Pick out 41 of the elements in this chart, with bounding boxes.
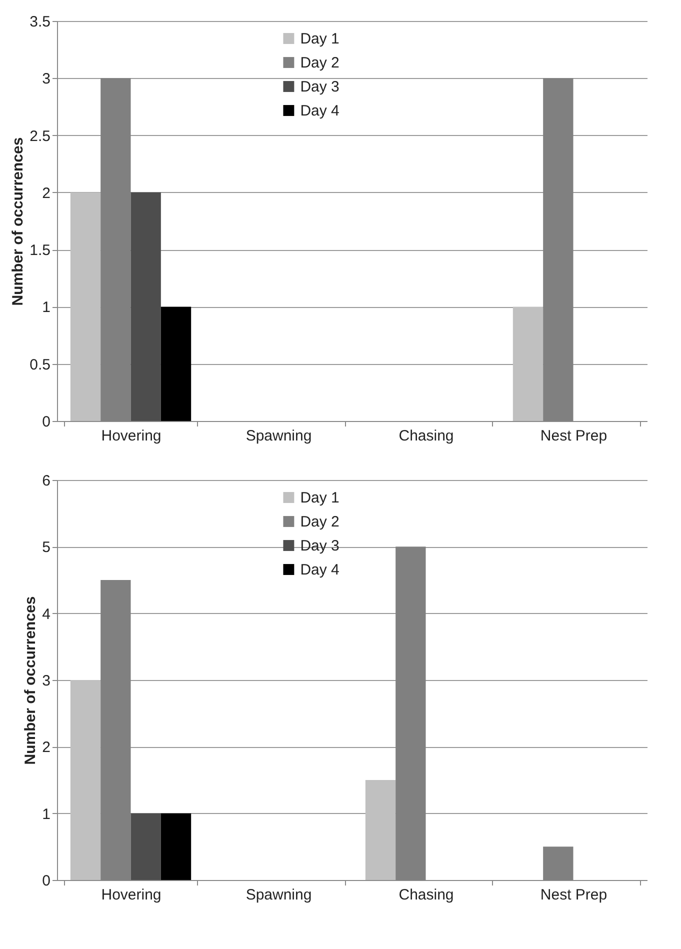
x-tick-label: Hovering — [101, 886, 162, 904]
legend-label: Day 3 — [300, 538, 340, 554]
y-tick-label: 1 — [42, 806, 50, 823]
legend-label: Day 1 — [300, 30, 340, 48]
x-tick-label: Spawning — [246, 428, 312, 444]
y-tick-label: 4 — [42, 606, 50, 623]
bar — [365, 780, 396, 880]
y-tick-label: 3 — [42, 672, 50, 690]
y-tick-label: 5 — [42, 539, 50, 556]
bar — [130, 813, 161, 880]
legend-label: Day 1 — [300, 490, 340, 506]
x-tick-label: Nest Prep — [540, 886, 608, 904]
x-tick-label: Spawning — [246, 886, 312, 904]
bar — [512, 306, 544, 421]
y-tick-label: 3.5 — [30, 14, 50, 30]
legend-label: Day 4 — [300, 562, 340, 578]
legend-label: Day 2 — [300, 54, 340, 72]
x-tick-label: Chasing — [398, 428, 454, 444]
y-tick-label: 0 — [42, 414, 50, 430]
y-tick-label: 0 — [42, 872, 50, 890]
y-tick-label: 0.5 — [30, 356, 50, 374]
bar — [70, 680, 101, 880]
y-tick-label: 2 — [42, 184, 50, 202]
legend-label: Day 2 — [300, 514, 340, 530]
bar — [70, 192, 101, 421]
x-tick-label: Hovering — [101, 428, 162, 444]
legend-label: Day 4 — [300, 102, 340, 120]
legend-label: Day 3 — [300, 78, 340, 96]
y-tick-label: 6 — [42, 472, 50, 490]
x-tick-label: Nest Prep — [540, 428, 608, 444]
x-tick-label: Chasing — [398, 886, 454, 904]
y-tick-label: 2.5 — [30, 128, 50, 145]
bar — [130, 192, 161, 421]
y-tick-label: 3 — [42, 70, 50, 88]
y-tick-label: 2 — [42, 739, 50, 756]
y-axis-title: Number of occurrences — [22, 596, 40, 765]
y-tick-label: 1 — [42, 299, 50, 316]
bar — [160, 306, 192, 421]
y-tick-label: 1.5 — [30, 242, 50, 260]
bar — [160, 813, 192, 880]
y-axis-title: Number of occurrences — [10, 137, 27, 306]
